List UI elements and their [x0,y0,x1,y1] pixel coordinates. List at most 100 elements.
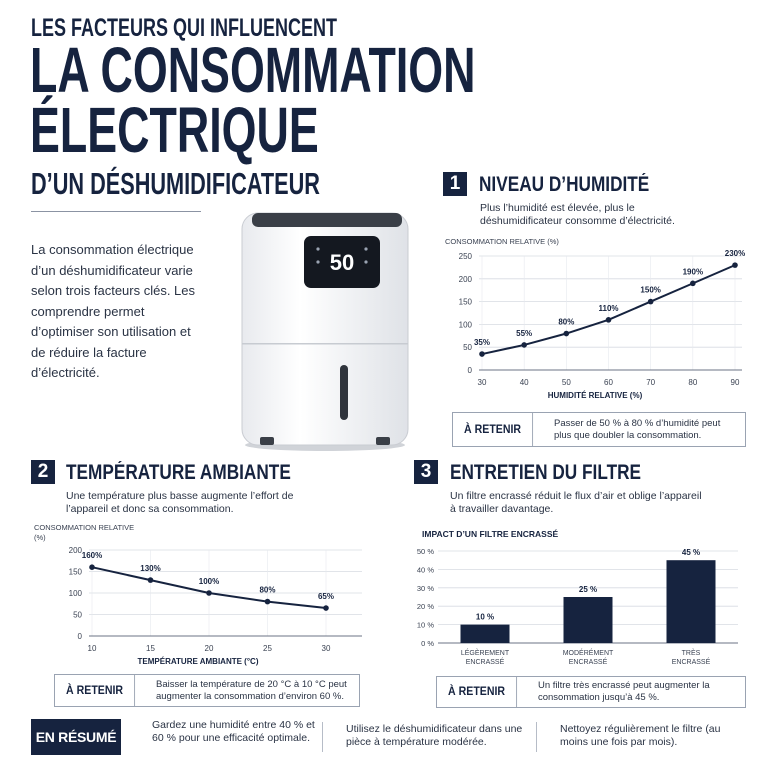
data-label: 35% [474,338,490,347]
x-tick-label: 60 [604,378,613,387]
data-point [264,598,271,605]
y-tick-label: 150 [459,298,473,307]
section2-title: TEMPÉRATURE AMBIANTE [66,461,291,484]
data-point [206,590,212,596]
x-tick-label: MODÉRÉMENT ENCRASSÉ [563,648,614,666]
data-label: 100% [199,577,219,586]
section1-retenir: À RETENIR Passer de 50 % à 80 % d’humidi… [452,412,746,447]
bar [460,624,510,643]
data-label: 230% [725,249,745,258]
data-label: 10 % [476,613,494,622]
dehumidifier-illustration: 50 [241,212,409,451]
data-point [605,317,612,323]
page-subtitle: D’UN DÉSHUMIDIFICATEUR [31,166,320,201]
resume-label: EN RÉSUMÉ [31,719,121,755]
x-tick-label: 80 [688,378,697,387]
data-label: 130% [140,564,160,573]
x-tick-label: 50 [562,378,571,387]
data-point [479,351,485,357]
data-label: 80% [259,586,275,595]
x-tick-label-line: ENCRASSÉ [466,657,505,666]
temperature-line-chart: CONSOMMATION RELATIVE (%) 0 50 100 150 200 10 15… [34,523,362,666]
bar [666,560,716,643]
y-tick-label: 10 % [417,621,434,630]
y-tick-label: 0 [468,366,473,375]
y-tick-label: 250 [459,252,473,261]
data-label: 190% [683,267,703,276]
data-point [89,564,95,570]
data-label: 55% [516,329,532,338]
device-display-digits: 50 [330,250,354,275]
x-tick-label: 30 [478,378,487,387]
resume-divider-1 [322,722,323,752]
resume-divider-2 [536,722,537,752]
y-tick-label: 40 % [417,565,434,574]
chart-title: IMPACT D’UN FILTRE ENCRASSÉ [422,529,558,539]
section2-number: 2 [31,460,55,484]
intro-text: La consommation électrique d’un déshumid… [31,242,196,380]
section2-retenir-label: À RETENIR [55,675,136,706]
data-point [147,577,154,583]
x-tick-label: 70 [646,378,655,387]
section1-number: 1 [443,172,467,196]
section1-retenir-label: À RETENIR [453,413,534,446]
section3-retenir-label: À RETENIR [437,677,518,707]
data-label: 150% [640,286,660,295]
y-axis-label-line: CONSOMMATION RELATIVE [34,523,134,532]
section3-title: ENTRETIEN DU FILTRE [450,461,642,484]
y-tick-label: 100 [459,320,473,329]
x-tick-label-line: TRÈS [682,648,701,657]
x-tick-label-line: LÉGÈREMENT [461,648,510,657]
x-tick-label: 30 [322,644,331,653]
y-tick-label: 50 [463,343,472,352]
section3-number: 3 [414,460,438,484]
data-point [690,280,696,287]
data-point [647,298,654,305]
y-tick-label: 50 [73,611,82,620]
y-axis-label-line: (%) [34,533,46,542]
y-tick-label: 200 [69,546,83,555]
y-tick-label: 30 % [417,584,434,593]
section3-retenir: À RETENIR Un filtre très encrassé peut a… [436,676,746,708]
y-axis-label: CONSOMMATION RELATIVE (%) [34,523,134,542]
x-axis-label: HUMIDITÉ RELATIVE (%) [548,391,643,400]
data-label: 160% [82,551,102,560]
data-point [563,330,570,337]
x-tick-label-line: ENCRASSÉ [672,657,711,666]
x-tick-label: LÉGÈREMENT ENCRASSÉ [461,648,510,666]
x-tick-label: 90 [731,378,740,387]
page-title-line1: LA CONSOMMATION [30,34,476,106]
bar [563,597,613,643]
x-tick-label: 10 [88,644,97,653]
y-tick-label: 200 [459,275,473,284]
page-title-line2: ÉLECTRIQUE [30,94,319,166]
data-point [323,605,329,611]
x-tick-label: 25 [263,644,272,653]
humidity-line-chart: CONSOMMATION RELATIVE (%) 0 50 100 150 200 250… [445,237,745,400]
resume-item-1: Gardez une humidité entre 40 % et 60 % p… [152,719,315,744]
resume-item-3: Nettoyez régulièrement le filtre (au moi… [560,723,721,748]
x-tick-label: 20 [205,644,214,653]
y-tick-label: 0 [78,632,83,641]
header-divider [31,211,201,212]
section3-description: Un filtre encrassé réduit le flux d’air … [450,490,702,515]
section2-retenir-text: Baisser la température de 20 °C à 10 °C … [155,678,347,702]
x-tick-label-line: ENCRASSÉ [569,657,608,666]
y-tick-label: 0 % [421,639,434,648]
x-axis-label: TEMPÉRATURE AMBIANTE (°C) [138,657,259,666]
section3-retenir-text: Un filtre très encrassé peut augmenter l… [537,680,710,703]
resume-item-2: Utilisez le déshumidificateur dans une p… [346,723,523,748]
data-label: 25 % [579,585,597,594]
data-label: 65% [318,592,334,601]
data-point [521,342,527,348]
y-tick-label: 150 [69,568,83,577]
header-kicker: LES FACTEURS QUI INFLUENCENT [31,14,338,42]
y-tick-label: 20 % [417,602,434,611]
x-tick-label: 40 [520,378,529,387]
section1-description: Plus l’humidité est élevée, plus le désh… [480,202,675,227]
data-label: 110% [598,304,618,313]
data-label: 80% [558,318,574,327]
data-point [732,262,738,268]
section2-retenir: À RETENIR Baisser la température de 20 °… [54,674,360,707]
x-tick-label: TRÈS ENCRASSÉ [672,648,711,666]
